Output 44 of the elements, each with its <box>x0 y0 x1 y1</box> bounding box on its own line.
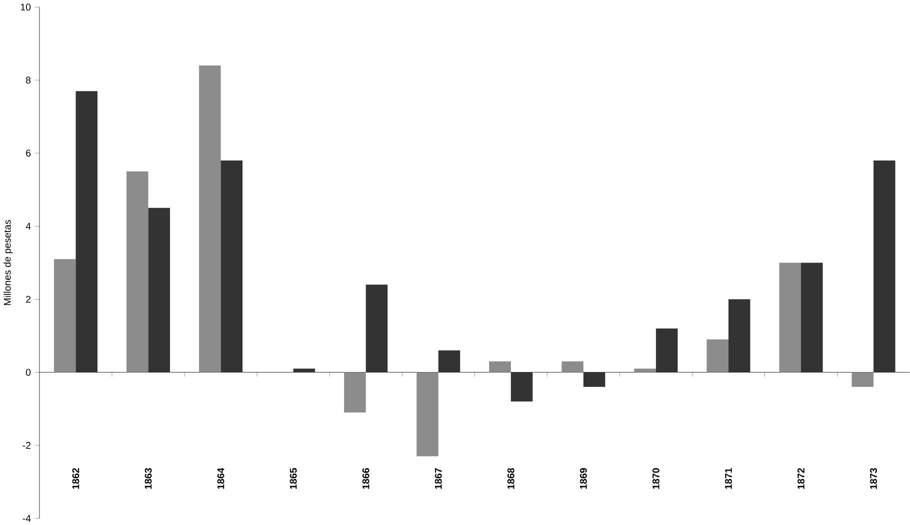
bar <box>438 350 460 372</box>
x-tick-label: 1866 <box>362 468 370 489</box>
x-tick-label: 1867 <box>434 468 442 489</box>
bar <box>583 372 606 387</box>
y-tick-label: 2 <box>26 296 31 302</box>
y-tick-label: -4 <box>22 514 31 522</box>
x-tick-label: 1870 <box>652 468 660 489</box>
y-tick-label: 0 <box>26 368 31 376</box>
bar <box>706 339 728 372</box>
bar <box>126 171 148 372</box>
y-tick-label: 10 <box>20 3 31 10</box>
bar <box>728 299 750 372</box>
bar <box>220 160 243 372</box>
bar <box>416 372 438 456</box>
bar <box>148 208 170 372</box>
x-tick-label: 1872 <box>798 468 804 489</box>
y-tick-label: 4 <box>26 222 31 230</box>
bar <box>779 262 801 372</box>
bar <box>852 372 874 387</box>
x-tick-label: 1863 <box>144 468 152 489</box>
bar <box>510 372 533 402</box>
bar <box>54 258 76 372</box>
bar <box>366 284 388 372</box>
bar <box>562 361 584 372</box>
x-tick-label: 1862 <box>72 468 80 489</box>
bar <box>656 328 678 372</box>
y-tick-label: 8 <box>26 76 31 84</box>
x-tick-label: 1868 <box>507 468 514 489</box>
bar <box>874 160 896 372</box>
x-tick-label: 1873 <box>870 468 877 489</box>
bar <box>800 262 823 372</box>
x-tick-label: 1865 <box>290 468 297 489</box>
y-tick-label: 6 <box>26 150 31 156</box>
bar <box>293 368 316 372</box>
x-tick-label: 1871 <box>725 468 732 489</box>
bar <box>344 372 366 412</box>
x-tick-label: 1864 <box>217 468 224 489</box>
x-tick-label: 1869 <box>580 468 587 489</box>
bar <box>489 361 511 372</box>
y-tick-label: -2 <box>22 442 31 449</box>
bar <box>76 90 98 372</box>
bar <box>634 368 656 372</box>
bar <box>199 65 221 372</box>
y-axis-title: Millones de pesetas <box>4 220 13 305</box>
